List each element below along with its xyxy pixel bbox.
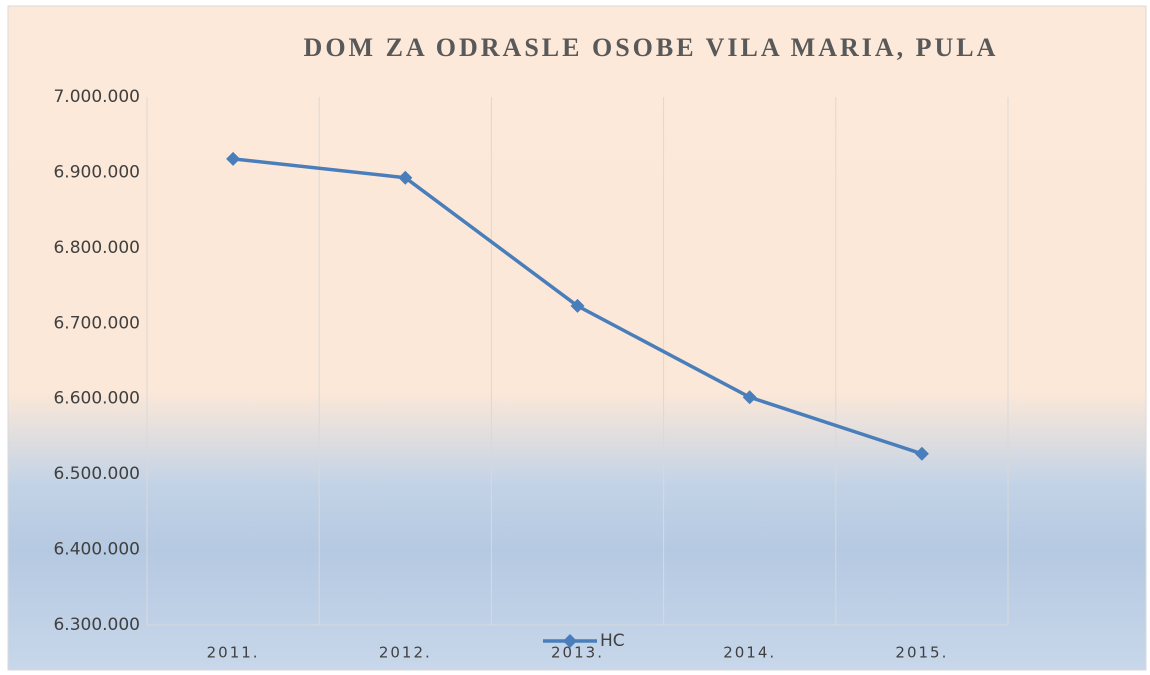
y-tick-label: 6.900.000: [53, 162, 140, 182]
y-tick-label: 6.500.000: [53, 464, 140, 484]
chart-title: DOM ZA ODRASLE OSOBE VILA MARIA, PULA: [304, 33, 999, 62]
marker: [226, 151, 241, 166]
x-tick-label: 2011.: [207, 644, 260, 662]
marker: [742, 390, 757, 405]
y-tick-label: 6.400.000: [53, 540, 140, 560]
y-tick-label: 6.300.000: [53, 615, 140, 635]
y-tick-label: 6.700.000: [53, 313, 140, 333]
x-tick-label: 2014.: [723, 644, 776, 662]
marker: [570, 298, 585, 313]
y-tick-label: 6.600.000: [53, 389, 140, 409]
legend-marker: [563, 634, 577, 648]
y-tick-label: 7.000.000: [53, 87, 140, 107]
x-tick-label: 2015.: [895, 644, 948, 662]
marker: [398, 170, 413, 185]
marker: [914, 446, 929, 461]
chart-background: [7, 5, 1147, 671]
y-tick-label: 6.800.000: [53, 238, 140, 258]
x-tick-label: 2012.: [379, 644, 432, 662]
x-tick-label: 2013.: [551, 644, 604, 662]
legend-label: HC: [600, 631, 625, 651]
